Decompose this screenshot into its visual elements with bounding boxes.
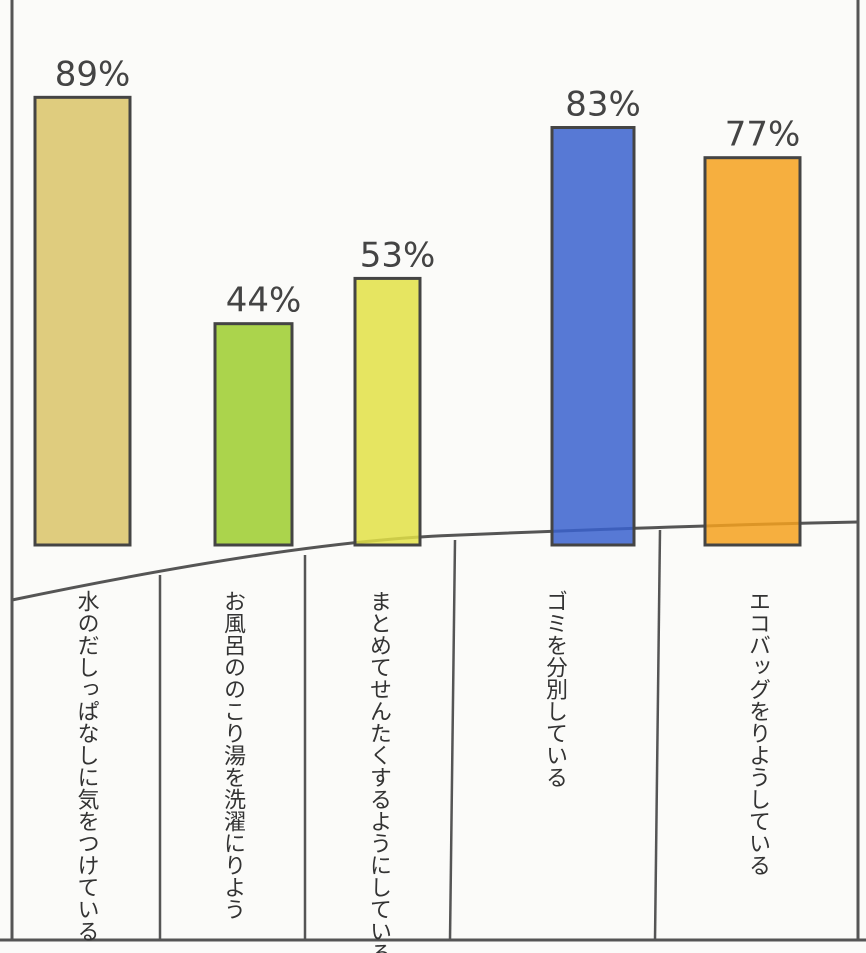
- category-label: 水のだしっぱなしに気をつけている: [74, 590, 100, 942]
- bar: [33, 95, 132, 547]
- category-label: ゴミを分別している: [542, 590, 568, 788]
- category-label: お風呂ののこり湯を洗濯にりよう: [220, 590, 246, 920]
- bar: [550, 126, 636, 547]
- value-label: 44%: [226, 281, 302, 321]
- value-label: 83%: [565, 85, 641, 125]
- value-label: 77%: [725, 115, 801, 155]
- bar: [353, 276, 422, 547]
- bar: [213, 322, 294, 547]
- label-cells: [158, 529, 662, 941]
- cell-divider: [653, 529, 662, 941]
- bar: [703, 156, 802, 547]
- category-label: エコバッグをりようしている: [745, 590, 770, 876]
- cell-divider: [448, 539, 457, 941]
- category-label: まとめてせんたくするようにしている: [366, 590, 391, 953]
- value-label: 89%: [55, 54, 131, 94]
- value-label: 53%: [360, 235, 436, 275]
